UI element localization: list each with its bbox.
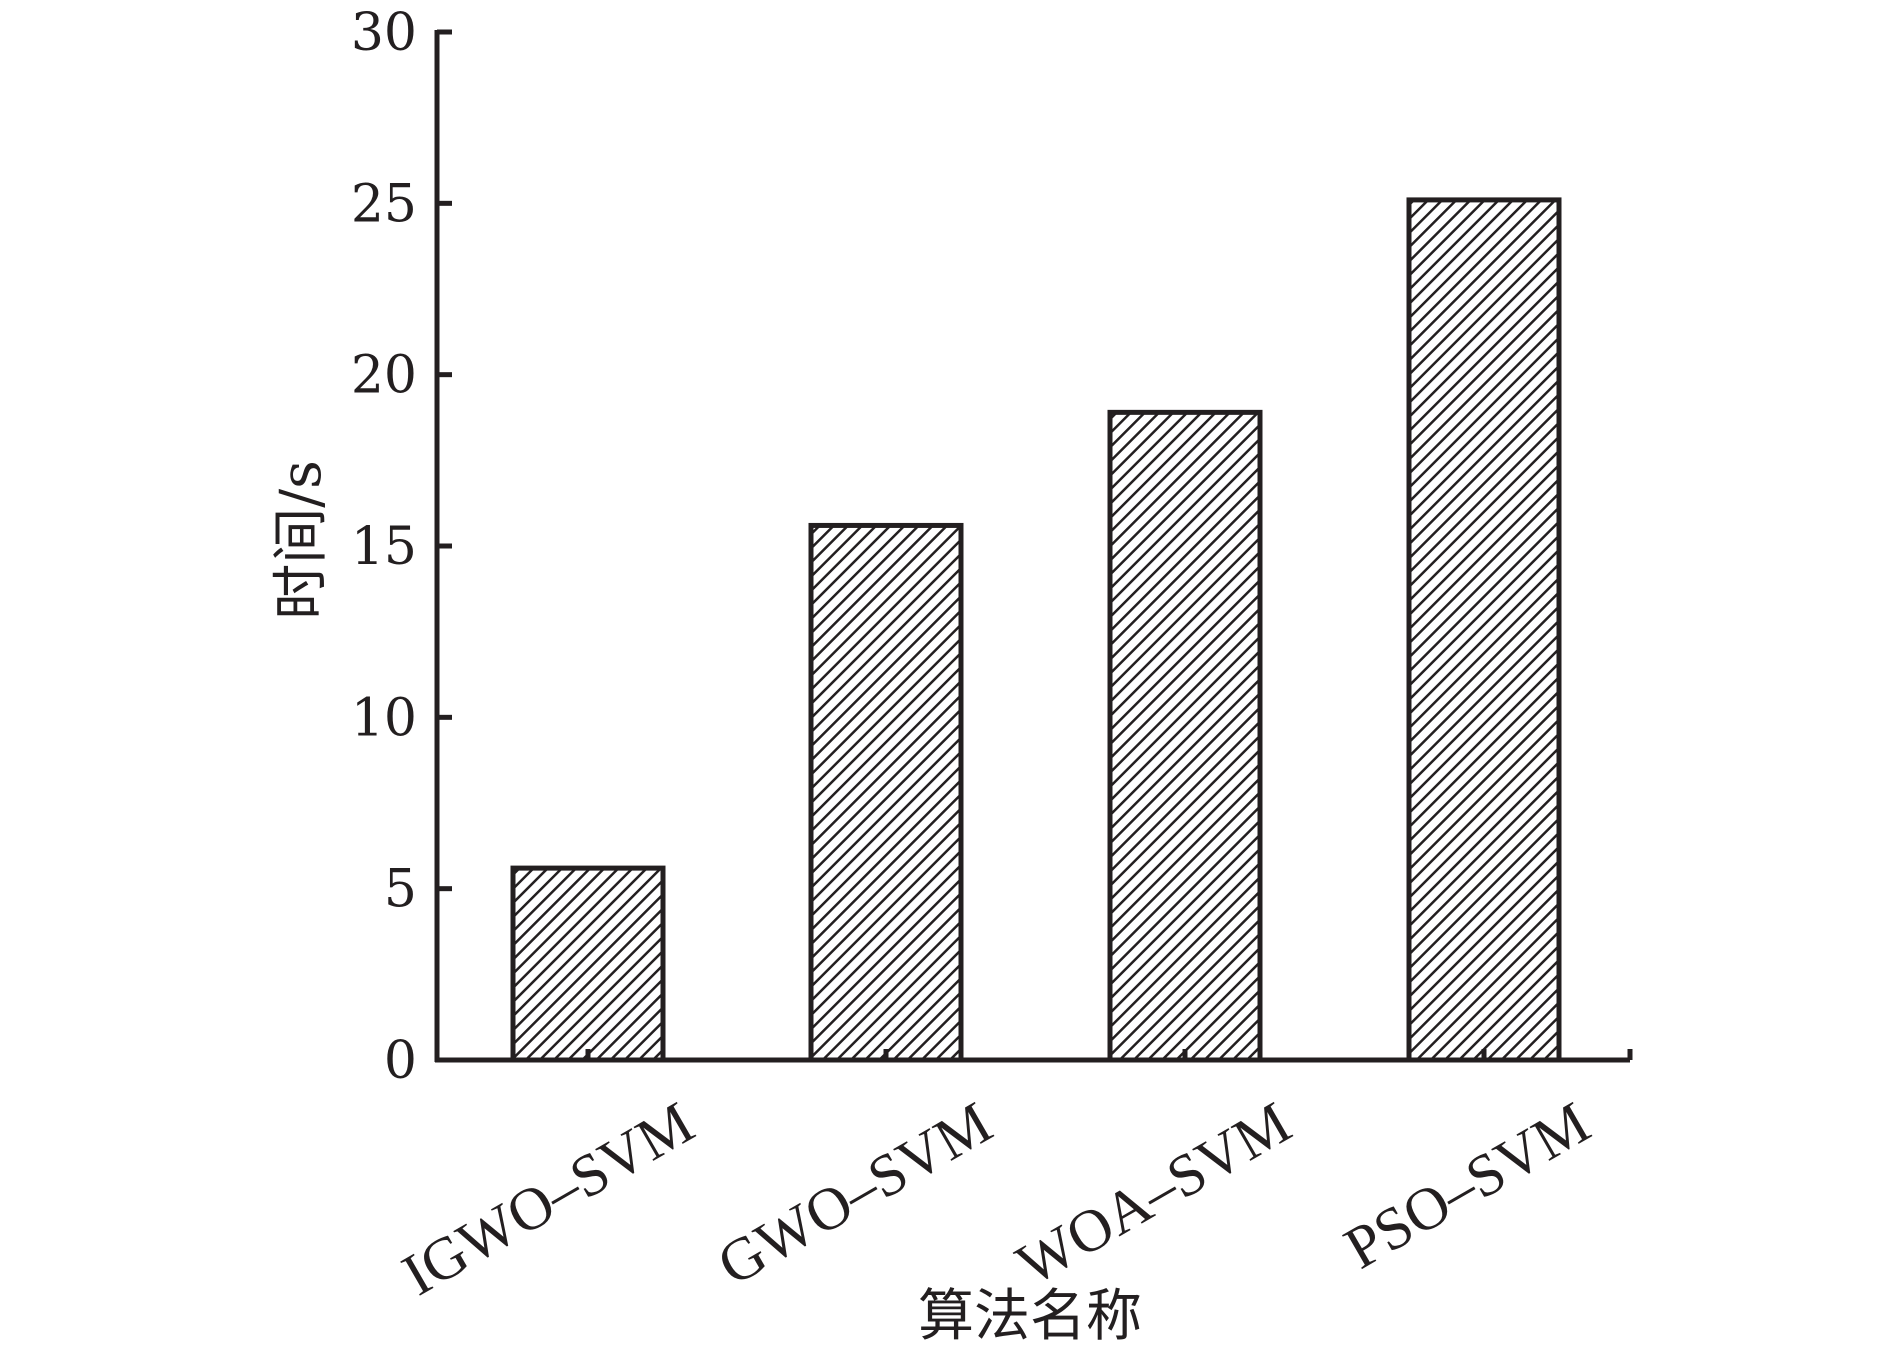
bar-1 — [510, 865, 666, 1063]
y-axis-title: 时间/s — [269, 460, 334, 620]
bar-3 — [1107, 409, 1263, 1063]
x-axis-title: 算法名称 — [918, 1284, 1142, 1349]
y-tick-label-20: 20 — [351, 346, 417, 406]
bar-4 — [1406, 197, 1562, 1063]
x-tick-label-1: IGWO–SVM — [391, 1089, 704, 1308]
y-tick-label-5: 5 — [384, 860, 417, 920]
y-ticks-group: 0 5 10 15 20 25 30 — [351, 3, 452, 1091]
bar-2 — [808, 522, 964, 1063]
y-tick-label-30: 30 — [351, 3, 417, 63]
x-tick-label-4: PSO–SVM — [1334, 1089, 1601, 1281]
x-labels-group: IGWO–SVM GWO–SVM WOA–SVM PSO–SVM — [391, 1089, 1600, 1308]
y-tick-label-0: 0 — [384, 1031, 417, 1091]
bars-group — [510, 197, 1562, 1063]
x-tick-label-3: WOA–SVM — [1006, 1089, 1302, 1298]
y-tick-label-25: 25 — [351, 174, 417, 234]
x-tick-label-2: GWO–SVM — [707, 1089, 1003, 1298]
y-tick-label-10: 10 — [351, 688, 417, 748]
y-tick-label-15: 15 — [351, 517, 417, 577]
